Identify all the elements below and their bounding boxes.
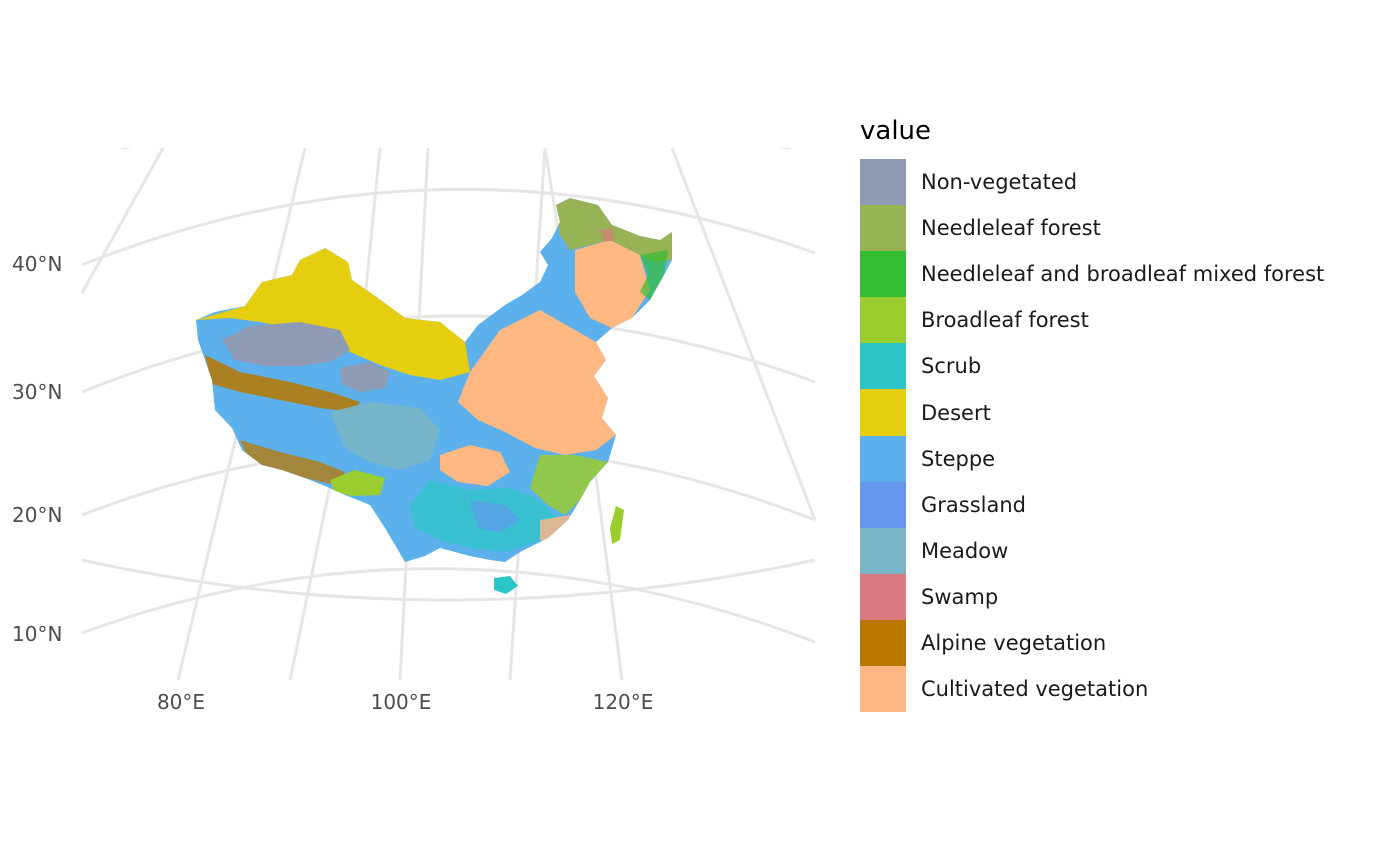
legend-label: Scrub [921, 354, 982, 379]
legend-item: Needleleaf forest [860, 205, 1324, 252]
lat-label-30n: 30°N [12, 380, 63, 404]
legend-label: Needleleaf forest [921, 216, 1101, 241]
region-cultivated-north-china [458, 310, 616, 455]
legend-label: Steppe [921, 446, 996, 471]
legend-swatch [860, 343, 906, 390]
graticule-arc-bottom [81, 558, 816, 602]
legend-item: Cultivated vegetation [860, 666, 1324, 713]
legend-swatch [860, 205, 906, 252]
lat-label-10n: 10°N [12, 622, 63, 646]
legend-label: Alpine vegetation [921, 630, 1107, 655]
island-hainan [494, 576, 518, 594]
island-taiwan [610, 506, 624, 544]
region-cultivated-northeast [575, 240, 650, 328]
lon-label-100e: 100°E [370, 690, 432, 714]
vegetation-raster [196, 198, 672, 594]
lat-label-20n: 20°N [12, 503, 63, 527]
lat-label-40n: 40°N [12, 252, 63, 276]
region-non-vegetated-basin [222, 322, 350, 366]
legend-label: Broadleaf forest [921, 308, 1089, 333]
region-broadleaf-southeast [530, 455, 608, 515]
graticule-parallel-10n [81, 567, 816, 644]
region-meadow-plateau [330, 402, 440, 470]
legend-label: Needleleaf and broadleaf mixed forest [921, 262, 1325, 287]
legend-label: Cultivated vegetation [921, 677, 1149, 702]
legend-item: Needleleaf and broadleaf mixed forest [860, 251, 1325, 298]
legend-swatch [860, 666, 906, 713]
legend-label: Meadow [921, 538, 1009, 563]
region-grassland-south [470, 500, 520, 532]
legend-item: Grassland [860, 481, 1324, 528]
region-alpine-rim [205, 355, 360, 412]
legend-swatch [860, 297, 906, 344]
legend-item: Desert [860, 389, 1324, 436]
legend-item: Alpine vegetation [860, 619, 1324, 667]
region-non-vegetated-qaidam [340, 362, 390, 392]
legend-item: Non-vegetated [860, 159, 1324, 206]
lon-label-120e: 120°E [592, 690, 654, 714]
legend: value Non-vegetated Needleleaf forest Need… [860, 114, 1325, 713]
legend-swatch [860, 159, 906, 206]
graticule-parallel-30n [81, 314, 816, 394]
vegetation-map [80, 148, 817, 681]
legend-swatch [860, 389, 906, 436]
region-mixed-forest-northeast [640, 250, 668, 300]
map-panel: 40°N 30°N 20°N 10°N 80°E 100°E 120°E [12, 148, 817, 714]
legend-swatch [860, 573, 906, 620]
graticule-meridian-130e [670, 148, 817, 521]
legend-item: Broadleaf forest [860, 297, 1324, 344]
region-cultivated-south [540, 515, 580, 545]
legend-swatch [860, 619, 906, 667]
graticule-meridian-70e [80, 148, 165, 294]
legend-swatch [860, 527, 906, 574]
region-broadleaf-southwest [330, 470, 385, 496]
legend-items: Non-vegetated Needleleaf forest Needleleaf… [860, 159, 1325, 713]
region-desert-north [196, 248, 470, 380]
graticule-parallel-40n [81, 187, 816, 267]
legend-swatch [860, 481, 906, 528]
legend-item: Scrub [860, 343, 1324, 390]
legend-item: Swamp [860, 573, 1324, 620]
legend-swatch [860, 251, 906, 298]
region-alpine-south [240, 440, 345, 486]
legend-title: value [860, 116, 932, 146]
region-cultivated-sichuan [440, 445, 510, 486]
legend-label: Non-vegetated [921, 170, 1078, 195]
legend-label: Desert [921, 400, 991, 425]
legend-swatch [860, 435, 906, 482]
region-swamp-northeast [600, 228, 615, 242]
region-needleleaf-northeast [556, 198, 672, 262]
lon-label-80e: 80°E [156, 690, 206, 714]
legend-item: Meadow [860, 527, 1324, 574]
graticule-parallel-50n [122, 148, 790, 150]
legend-item: Steppe [860, 435, 1324, 482]
legend-label: Grassland [921, 492, 1026, 517]
legend-label: Swamp [921, 584, 999, 609]
